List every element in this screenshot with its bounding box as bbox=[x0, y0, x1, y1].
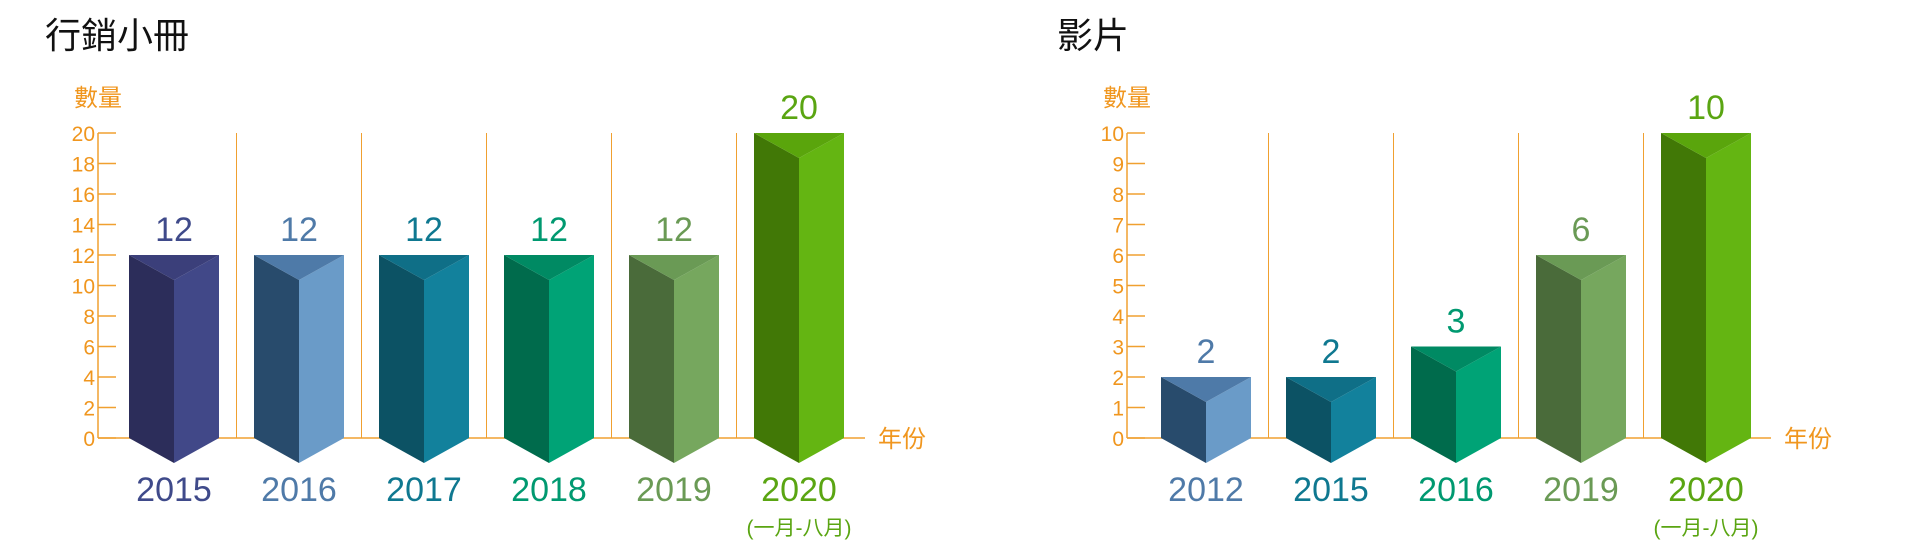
value-label: 12 bbox=[405, 211, 443, 249]
y-tick-label: 10 bbox=[72, 276, 95, 299]
x-tick-label: 2020 bbox=[1668, 471, 1744, 509]
y-tick-label: 4 bbox=[83, 367, 95, 390]
bar-left-face bbox=[254, 255, 299, 463]
y-tick-label: 3 bbox=[1112, 337, 1124, 360]
y-tick-label: 2 bbox=[83, 398, 95, 421]
bar-right-face bbox=[299, 255, 344, 463]
bar-left-face bbox=[1286, 377, 1331, 463]
x-tick-label: 2020 bbox=[761, 471, 837, 509]
bar-left-face bbox=[1536, 255, 1581, 463]
bar-top-face bbox=[129, 255, 219, 280]
bar-2015 bbox=[129, 255, 219, 463]
bar-right-face bbox=[549, 255, 594, 463]
bar-2020 bbox=[754, 133, 844, 463]
y-tick-label: 1 bbox=[1112, 398, 1124, 421]
bar-right-face bbox=[1456, 346, 1501, 463]
x-tick-label: 2016 bbox=[1418, 471, 1494, 509]
x-tick-label: 2019 bbox=[1543, 471, 1619, 509]
bar-left-face bbox=[754, 133, 799, 463]
y-tick-label: 14 bbox=[72, 215, 96, 238]
bar-2017 bbox=[379, 255, 469, 463]
value-label: 6 bbox=[1572, 211, 1591, 249]
bar-left-face bbox=[504, 255, 549, 463]
value-label: 12 bbox=[280, 211, 318, 249]
value-label: 12 bbox=[530, 211, 568, 249]
x-tick-label: 2018 bbox=[511, 471, 587, 509]
value-label: 3 bbox=[1447, 303, 1466, 341]
bar-left-face bbox=[1161, 377, 1206, 463]
x-tick-label: 2015 bbox=[136, 471, 212, 509]
bar-top-face bbox=[1286, 377, 1376, 402]
bar-left-face bbox=[379, 255, 424, 463]
bar-right-face bbox=[1206, 377, 1251, 463]
bar-top-face bbox=[629, 255, 719, 280]
bar-top-face bbox=[1661, 133, 1751, 158]
bar-right-face bbox=[1581, 255, 1626, 463]
bar-2012 bbox=[1161, 377, 1251, 463]
y-tick-label: 2 bbox=[1112, 367, 1124, 390]
y-tick-label: 6 bbox=[1112, 245, 1124, 268]
bar-left-face bbox=[1661, 133, 1706, 463]
bar-left-face bbox=[129, 255, 174, 463]
value-label: 10 bbox=[1687, 89, 1725, 127]
chart-title: 影片 bbox=[1057, 15, 1129, 56]
x-tick-label: 2016 bbox=[261, 471, 337, 509]
y-tick-label: 8 bbox=[83, 306, 95, 329]
bar-right-face bbox=[174, 255, 219, 463]
bar-2019 bbox=[629, 255, 719, 463]
bar-top-face bbox=[1536, 255, 1626, 280]
y-tick-label: 4 bbox=[1112, 306, 1124, 329]
bar-right-face bbox=[424, 255, 469, 463]
y-tick-label: 10 bbox=[1101, 123, 1124, 146]
y-tick-label: 5 bbox=[1112, 276, 1124, 299]
bar-2016 bbox=[254, 255, 344, 463]
bar-2015 bbox=[1286, 377, 1376, 463]
chart-title: 行銷小冊 bbox=[45, 15, 189, 56]
bar-top-face bbox=[504, 255, 594, 280]
y-tick-label: 18 bbox=[72, 154, 95, 177]
x-tick-label: 2015 bbox=[1293, 471, 1369, 509]
bar-2016 bbox=[1411, 346, 1501, 463]
value-label: 20 bbox=[780, 89, 818, 127]
bar-top-face bbox=[1411, 346, 1501, 372]
x-axis-label: 年份 bbox=[878, 426, 926, 453]
y-tick-label: 6 bbox=[83, 337, 95, 360]
value-label: 2 bbox=[1322, 333, 1341, 371]
y-tick-label: 16 bbox=[72, 184, 95, 207]
y-tick-label: 12 bbox=[72, 245, 95, 268]
x-tick-label: 2017 bbox=[386, 471, 462, 509]
x-axis-label: 年份 bbox=[1784, 426, 1832, 453]
bar-top-face bbox=[754, 133, 844, 158]
bar-left-face bbox=[1411, 346, 1456, 463]
value-label: 12 bbox=[155, 211, 193, 249]
x-tick-label: 2019 bbox=[636, 471, 712, 509]
bar-2018 bbox=[504, 255, 594, 463]
x-tick-note: (一月-八月) bbox=[1654, 517, 1759, 540]
bar-right-face bbox=[1331, 377, 1376, 463]
y-tick-label: 0 bbox=[1112, 428, 1124, 451]
y-tick-label: 7 bbox=[1112, 215, 1124, 238]
bar-2020 bbox=[1661, 133, 1751, 463]
bar-right-face bbox=[674, 255, 719, 463]
bar-left-face bbox=[629, 255, 674, 463]
bar-top-face bbox=[1161, 377, 1251, 402]
x-tick-label: 2012 bbox=[1168, 471, 1244, 509]
bar-right-face bbox=[799, 133, 844, 463]
y-axis-label: 數量 bbox=[1103, 85, 1151, 112]
bar-2019 bbox=[1536, 255, 1626, 463]
bar-right-face bbox=[1706, 133, 1751, 463]
y-axis-label: 數量 bbox=[74, 85, 122, 112]
x-tick-note: (一月-八月) bbox=[747, 517, 852, 540]
value-label: 2 bbox=[1197, 333, 1216, 371]
y-tick-label: 20 bbox=[72, 123, 95, 146]
value-label: 12 bbox=[655, 211, 693, 249]
bar-top-face bbox=[254, 255, 344, 280]
bar-top-face bbox=[379, 255, 469, 280]
y-tick-label: 0 bbox=[83, 428, 95, 451]
y-tick-label: 9 bbox=[1112, 154, 1124, 177]
y-tick-label: 8 bbox=[1112, 184, 1124, 207]
